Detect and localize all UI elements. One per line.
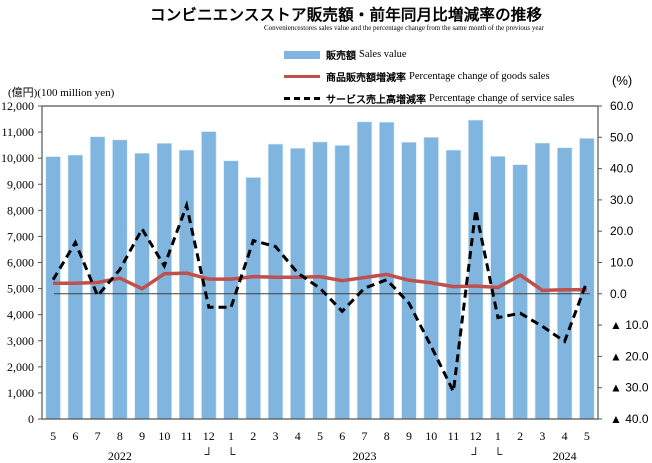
bar (267, 143, 284, 420)
x-tick-label: 2 (517, 429, 523, 443)
year-break-mark-left: ┘ (471, 447, 480, 461)
x-tick-label: 8 (384, 429, 390, 443)
right-tick-label: 30.0 (610, 193, 634, 207)
x-tick-label: 8 (117, 429, 123, 443)
legend-label-en: Sales value (359, 49, 407, 60)
line-series-service-sales (51, 200, 589, 397)
x-tick-label: 12 (203, 429, 215, 443)
x-tick-label: 1 (495, 429, 501, 443)
left-tick-label: 11,000 (1, 125, 34, 139)
x-tick-label: 5 (584, 429, 590, 443)
x-tick-label: 11 (181, 429, 193, 443)
right-tick-label: 60.0 (610, 99, 634, 113)
right-tick-label: 20.0 (610, 224, 634, 238)
legend-swatch-dashed-line (284, 97, 320, 100)
bar (201, 131, 217, 420)
x-tick-label: 7 (95, 429, 101, 443)
x-tick-label: 3 (273, 429, 279, 443)
bar (290, 147, 306, 420)
left-tick-label: 12,000 (1, 99, 34, 113)
right-tick-label: ▲ 40.0 (610, 412, 649, 426)
left-tick-label: 6,000 (7, 256, 34, 270)
x-tick-label: 5 (50, 429, 56, 443)
left-tick-label: 5,000 (7, 282, 34, 296)
year-label: 2022 (108, 449, 132, 463)
legend-swatch-solid-line (284, 75, 320, 78)
chart-subtitle: Conveniencestores sales value and the pe… (264, 24, 544, 32)
bar (312, 141, 328, 420)
bar (579, 138, 595, 420)
bar (245, 177, 261, 420)
x-tick-label: 7 (361, 429, 367, 443)
x-tick-label: 4 (295, 429, 301, 443)
x-tick-label: 10 (425, 429, 437, 443)
right-axis: 60.0 50.0 40.0 30.0 20.0 10.0 0.0 ▲ 10.0 ▲ 20.0 ▲… (598, 99, 649, 426)
legend-label-en: Percentage change of service sales (429, 93, 575, 104)
legend-item-service-sales: サービス売上高増減率 Percentage change of service … (284, 91, 574, 106)
right-tick-label: 0.0 (610, 287, 627, 301)
bar (423, 137, 439, 420)
x-tick-label: 3 (539, 429, 545, 443)
x-tick-label: 9 (406, 429, 412, 443)
year-break-mark-right: └ (227, 447, 236, 461)
legend-label-jp: サービス売上高増減率 (326, 95, 426, 106)
x-tick-label: 12 (470, 429, 482, 443)
left-axis: 0 1,000 2,000 3,000 4,000 5,000 6,000 7,000 8,00… (1, 99, 42, 426)
left-axis-unit: (億円)(100 million yen) (8, 87, 115, 99)
chart-title: コンビニエンスストア販売額・前年同月比増減率の推移 (150, 6, 543, 24)
x-tick-label: 1 (228, 429, 234, 443)
year-break-mark-left: ┘ (205, 447, 214, 461)
bar (512, 164, 528, 420)
left-tick-label: 10,000 (1, 151, 34, 165)
bar-series-sales-value (45, 119, 595, 420)
left-tick-label: 8,000 (7, 203, 34, 217)
left-tick-label: 9,000 (7, 177, 34, 191)
legend-item-goods-sales: 商品販売額増減率 Percentage change of goods sale… (284, 69, 550, 84)
right-tick-label: 10.0 (610, 256, 634, 270)
bar (534, 142, 551, 420)
bar (178, 149, 195, 420)
bar (45, 156, 61, 420)
right-tick-label: 40.0 (610, 162, 634, 176)
right-tick-label: ▲ 10.0 (610, 318, 649, 332)
right-tick-label: 50.0 (610, 130, 634, 144)
left-tick-label: 1,000 (7, 386, 34, 400)
left-tick-label: 4,000 (7, 308, 34, 322)
line-series-goods-sales (53, 271, 587, 293)
x-tick-label: 9 (139, 429, 145, 443)
legend-label-jp: 商品販売額増減率 (326, 73, 406, 84)
left-tick-label: 7,000 (7, 229, 34, 243)
year-break-mark-right: └ (494, 447, 503, 461)
bar (379, 121, 395, 420)
x-tick-label: 4 (562, 429, 568, 443)
legend-swatch-bar (284, 50, 320, 59)
right-tick-label: ▲ 20.0 (610, 349, 649, 363)
legend-label-en: Percentage change of goods sales (409, 71, 550, 82)
left-tick-label: 2,000 (7, 360, 34, 374)
bar (156, 142, 172, 420)
bar (557, 147, 573, 420)
year-label: 2023 (352, 449, 376, 463)
year-label: 2024 (553, 449, 577, 463)
x-tick-label: 6 (339, 429, 345, 443)
x-tick-label: 5 (317, 429, 323, 443)
x-tick-label: 10 (158, 429, 170, 443)
right-axis-unit: (%) (612, 73, 633, 88)
right-tick-label: ▲ 30.0 (610, 381, 649, 395)
x-tick-label: 11 (448, 429, 460, 443)
bar (356, 121, 373, 420)
legend-label-jp: 販売額 (326, 51, 356, 62)
left-tick-label: 3,000 (7, 334, 34, 348)
x-tick-label: 6 (72, 429, 78, 443)
bar (67, 154, 83, 420)
legend-item-sales-value: 販売額 Sales value (284, 47, 407, 62)
left-tick-label: 0 (28, 412, 34, 426)
bar (468, 119, 484, 420)
x-tick-label: 2 (250, 429, 256, 443)
bar (89, 136, 106, 420)
